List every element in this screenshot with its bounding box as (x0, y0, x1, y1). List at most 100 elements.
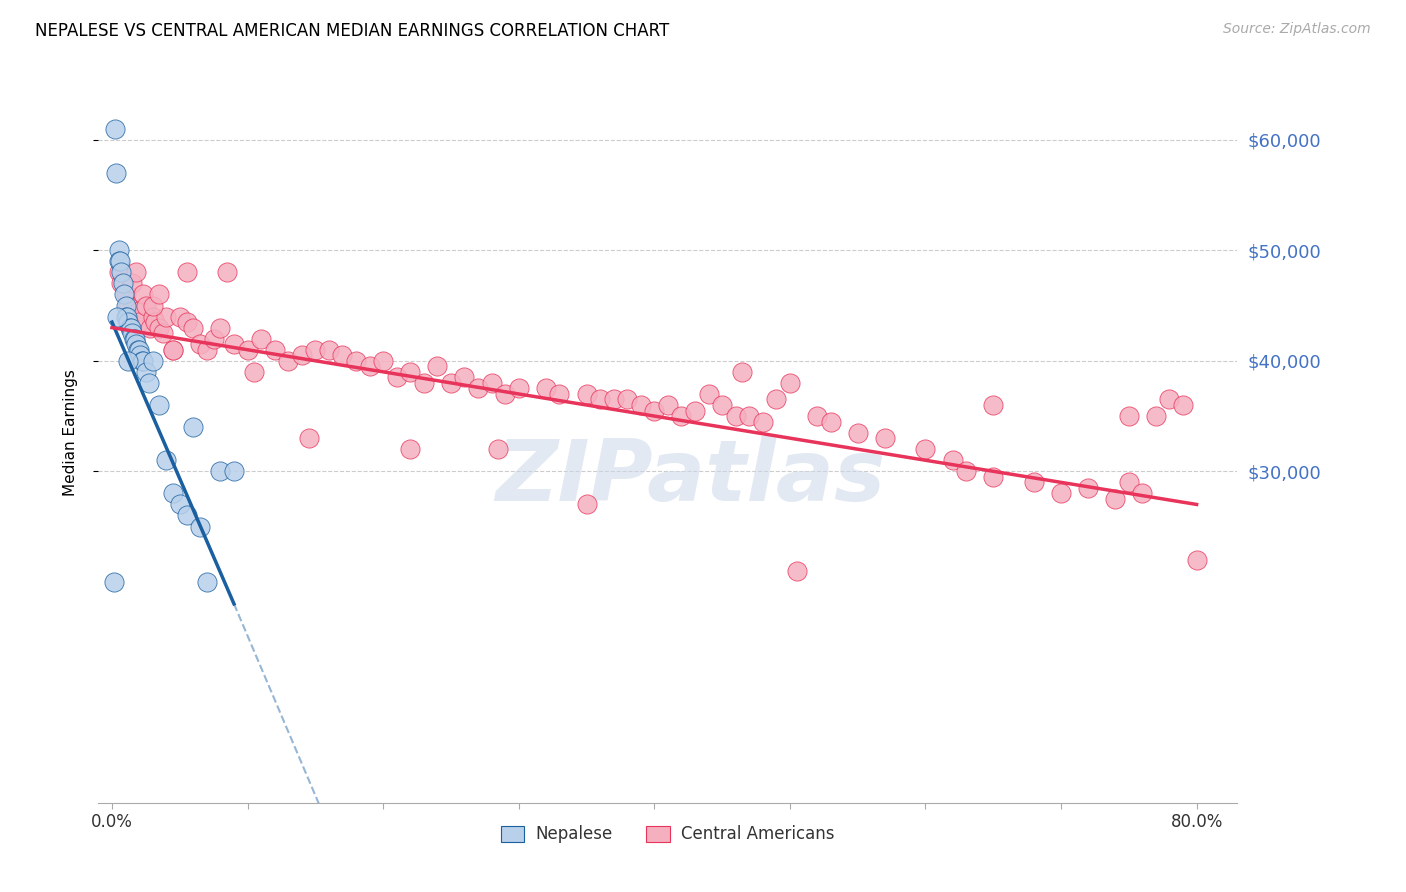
Point (643, 403, 665, 417)
Point (148, 398, 170, 412)
Point (304, 343, 326, 357)
Point (162, 486, 184, 500)
Point (128, 304, 150, 318)
Point (1050, 486, 1073, 500)
Point (806, 409, 828, 423)
Point (107, 254, 129, 268)
Point (657, 398, 679, 412)
Point (107, 244, 129, 258)
Point (142, 299, 165, 313)
Point (399, 365, 422, 379)
Point (575, 387, 598, 401)
Point (142, 353, 165, 368)
Point (344, 353, 367, 368)
Point (1104, 491, 1126, 506)
Point (188, 519, 211, 533)
Point (873, 431, 896, 445)
Point (786, 564, 808, 578)
Point (128, 343, 150, 357)
Point (534, 381, 557, 395)
Point (110, 277, 132, 291)
Point (195, 574, 218, 589)
Point (494, 387, 516, 401)
Point (103, 574, 125, 589)
Point (1118, 409, 1140, 423)
Point (575, 498, 598, 512)
Point (1118, 475, 1140, 490)
Point (188, 337, 211, 351)
Point (426, 359, 449, 374)
Point (114, 287, 136, 301)
Y-axis label: Median Earnings: Median Earnings (63, 369, 77, 496)
Point (117, 299, 139, 313)
Point (467, 381, 489, 395)
Point (683, 403, 706, 417)
Point (846, 425, 869, 440)
Point (385, 370, 408, 384)
Point (222, 337, 245, 351)
Point (359, 359, 381, 374)
Point (548, 387, 571, 401)
Point (724, 409, 747, 423)
Point (183, 320, 205, 334)
Point (399, 442, 422, 457)
Point (453, 370, 475, 384)
Point (148, 287, 170, 301)
Point (222, 464, 245, 478)
Point (779, 376, 801, 390)
Point (155, 310, 177, 324)
Point (981, 470, 1004, 484)
Point (176, 315, 198, 329)
Point (155, 453, 177, 467)
Point (332, 348, 354, 362)
Point (751, 415, 773, 429)
Point (142, 310, 165, 324)
Point (955, 464, 977, 478)
Point (236, 343, 259, 357)
Text: NEPALESE VS CENTRAL AMERICAN MEDIAN EARNINGS CORRELATION CHART: NEPALESE VS CENTRAL AMERICAN MEDIAN EARN… (35, 22, 669, 40)
Point (114, 310, 136, 324)
Point (671, 409, 693, 423)
Point (697, 387, 720, 401)
Point (209, 464, 232, 478)
Point (1159, 392, 1181, 407)
Point (508, 381, 530, 395)
Point (209, 320, 232, 334)
Point (125, 265, 148, 279)
Point (195, 343, 218, 357)
Point (127, 343, 149, 357)
Text: Source: ZipAtlas.com: Source: ZipAtlas.com (1223, 22, 1371, 37)
Point (250, 332, 273, 346)
Point (135, 365, 157, 379)
Point (132, 353, 155, 368)
Point (111, 277, 134, 291)
Point (1077, 481, 1099, 495)
Point (121, 277, 143, 291)
Point (104, 121, 127, 136)
Point (108, 254, 131, 268)
Point (107, 310, 129, 324)
Point (125, 337, 148, 351)
Point (107, 265, 129, 279)
Point (1185, 552, 1208, 566)
Point (176, 508, 198, 523)
Point (105, 166, 128, 180)
Point (1144, 409, 1167, 423)
Point (371, 353, 394, 368)
Point (110, 265, 132, 279)
Point (145, 315, 167, 329)
Point (117, 353, 139, 368)
Point (1022, 475, 1045, 490)
Point (112, 287, 135, 301)
Point (243, 365, 266, 379)
Point (820, 415, 842, 429)
Point (1130, 486, 1153, 500)
Point (139, 320, 162, 334)
Point (263, 343, 285, 357)
Point (412, 376, 434, 390)
Legend: Nepalese, Central Americans: Nepalese, Central Americans (494, 819, 842, 850)
Point (132, 287, 155, 301)
Point (115, 310, 138, 324)
Point (1171, 398, 1194, 412)
Point (481, 376, 503, 390)
